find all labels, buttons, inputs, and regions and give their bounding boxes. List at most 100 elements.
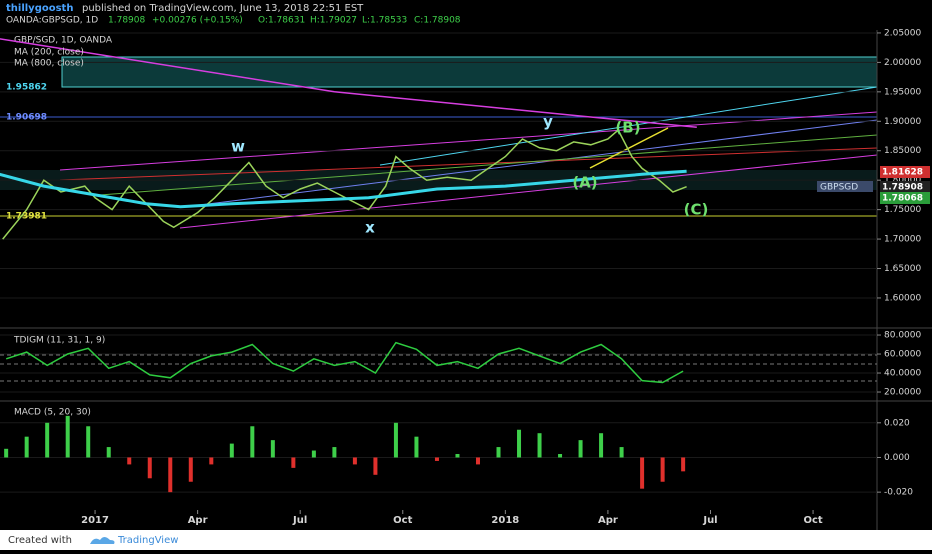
histogram-bar xyxy=(147,457,152,479)
y-tick-label: 2.05000 xyxy=(884,28,921,38)
price-tag xyxy=(880,181,930,193)
x-tick-label: Apr xyxy=(188,515,208,526)
panel-title: TDIGM (11, 31, 1, 9) xyxy=(13,336,105,346)
price-label: 1.95862 xyxy=(6,83,47,93)
series-line xyxy=(2,128,687,240)
histogram-bar xyxy=(537,433,542,458)
histogram-bar xyxy=(209,457,214,465)
histogram-bar xyxy=(270,440,275,458)
wave-label: y xyxy=(543,113,553,131)
y-tick-label: 1.80000 xyxy=(884,176,921,186)
wave-label: (A) xyxy=(572,174,597,192)
created: Created with xyxy=(8,535,72,546)
price-label: 1.81628 xyxy=(882,168,923,178)
histogram-bar xyxy=(393,422,398,458)
trend xyxy=(199,119,878,206)
brand[interactable]: TradingView xyxy=(117,535,178,546)
histogram-bar xyxy=(517,429,522,458)
wave-label: (C) xyxy=(684,201,709,219)
wave-label: x xyxy=(365,219,375,237)
panel-title: GBP/SGD, 1D, OANDA xyxy=(14,36,113,46)
panel-title: MACD (5, 20, 30) xyxy=(14,408,91,418)
y-tick-label: 0.000 xyxy=(884,453,910,463)
footer xyxy=(0,530,932,550)
histogram-bar xyxy=(106,447,111,458)
symbol-tag xyxy=(817,181,873,192)
y-tick-label: 1.90000 xyxy=(884,117,921,127)
histogram-bar xyxy=(311,450,316,458)
y-tick-label: 1.60000 xyxy=(884,293,921,303)
x-tick-label: Oct xyxy=(803,515,822,526)
channel xyxy=(179,154,878,229)
histogram-bar xyxy=(640,457,645,489)
legend-entry: MA (200, close) xyxy=(14,48,84,58)
x-tick-label: Apr xyxy=(598,515,618,526)
histogram-bar xyxy=(660,457,665,482)
histogram-bar xyxy=(414,436,419,458)
histogram-bar xyxy=(168,457,173,493)
trend xyxy=(59,147,878,181)
last: 1.78908 xyxy=(108,16,145,26)
y-tick-label: 80.0000 xyxy=(884,331,921,341)
change: +0.00276 (+0.15%) xyxy=(152,16,243,26)
logo xyxy=(90,537,115,544)
histogram-bar xyxy=(558,454,563,458)
y-tick-label: 1.95000 xyxy=(884,87,921,97)
published: published on TradingView.com, June 13, 2… xyxy=(82,3,364,14)
y-tick-label: 1.85000 xyxy=(884,146,921,156)
y-tick-label: 40.0000 xyxy=(884,369,921,379)
series-line xyxy=(0,38,697,128)
price-tag xyxy=(880,192,930,204)
price-label: 1.78068 xyxy=(882,194,923,204)
price-label: 1.73981 xyxy=(6,212,47,222)
histogram-bar xyxy=(352,457,357,465)
series-line xyxy=(0,169,687,209)
y-tick-label: 2.00000 xyxy=(884,58,921,68)
histogram-bar xyxy=(291,457,296,468)
histogram-bar xyxy=(434,457,439,461)
x-tick-label: Jul xyxy=(292,515,307,526)
price-tag xyxy=(880,166,930,178)
y-tick-label: -0.020 xyxy=(884,488,913,498)
y-tick-label: 20.0000 xyxy=(884,388,921,398)
box xyxy=(61,56,878,88)
histogram-bar xyxy=(229,443,234,458)
author[interactable]: thillygoosth xyxy=(6,3,73,14)
y-tick-label: 0.020 xyxy=(884,418,910,428)
histogram-bar xyxy=(188,457,193,482)
histogram-bar xyxy=(373,457,378,475)
histogram-bar xyxy=(475,457,480,465)
high: H:1.79027 xyxy=(310,16,357,26)
y-tick-label: 60.0000 xyxy=(884,350,921,360)
histogram-bar xyxy=(250,426,255,458)
open: O:1.78631 xyxy=(258,16,305,26)
y-tick-label: 1.65000 xyxy=(884,264,921,274)
trend xyxy=(99,134,878,196)
low: L:1.78533 xyxy=(362,16,407,26)
x-tick-label: Jul xyxy=(702,515,717,526)
histogram-bar xyxy=(496,447,501,458)
histogram-bar xyxy=(599,433,604,458)
trend xyxy=(589,127,669,169)
histogram-bar xyxy=(65,415,70,458)
symbol-label: GBPSGD xyxy=(820,183,858,193)
wave-label: w xyxy=(231,138,245,156)
trend xyxy=(379,86,878,166)
histogram-bar xyxy=(4,448,9,458)
histogram-bar xyxy=(619,447,624,458)
price-label: 1.90698 xyxy=(6,113,47,123)
x-tick-label: 2017 xyxy=(81,515,109,526)
symbol: OANDA:GBPSGD, 1D xyxy=(6,16,98,26)
y-tick-label: 1.70000 xyxy=(884,235,921,245)
histogram-bar xyxy=(681,457,686,472)
histogram-bar xyxy=(45,422,50,458)
y-tick-label: 1.75000 xyxy=(884,205,921,215)
histogram-bar xyxy=(332,447,337,458)
histogram-bar xyxy=(127,457,132,465)
x-tick-label: 2018 xyxy=(491,515,519,526)
x-tick-label: Oct xyxy=(393,515,412,526)
histogram-bar xyxy=(455,454,460,458)
wave-label: (B) xyxy=(615,119,640,137)
price-label: 1.78908 xyxy=(882,183,923,193)
